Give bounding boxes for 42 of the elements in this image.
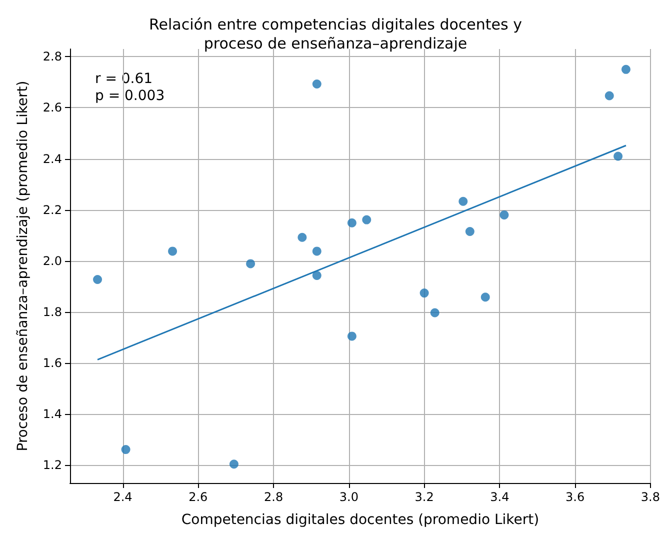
point (604, 91, 614, 100)
annotation: p = 0.003 (95, 88, 165, 104)
x-tick-label: 3.0 (339, 490, 358, 504)
point (93, 275, 102, 284)
x-tick-label: 3.4 (490, 490, 510, 504)
y-tick-label: 1.6 (42, 356, 62, 370)
point (430, 308, 440, 318)
point (347, 332, 356, 341)
x-tick-label: 3.6 (566, 490, 585, 504)
x-axis-title: Competencias digitales docentes (promedio Likert) (181, 512, 540, 528)
x-tick-label: 2.4 (113, 490, 132, 504)
point (312, 79, 322, 88)
y-tick-label: 2.4 (42, 152, 62, 166)
point (168, 246, 178, 256)
point (458, 196, 468, 206)
point (500, 210, 509, 220)
point (621, 64, 630, 74)
y-tick-label: 2.8 (42, 50, 62, 64)
point (480, 292, 490, 302)
chart-title: Relación entre competencias digitales docentes y proceso de enseñanza–aprendizaje (149, 16, 522, 52)
y-axis-title: Proceso de enseñanza–aprendizaje (promedio Likert) (15, 80, 31, 452)
point (229, 460, 238, 469)
point (347, 218, 356, 228)
x-tick-label: 3.2 (414, 490, 434, 504)
y-tick-label: 1.4 (42, 407, 62, 422)
point (312, 270, 322, 280)
x-tick-label: 2.8 (264, 490, 284, 504)
point (298, 232, 307, 242)
x-tick-label: 3.8 (640, 490, 660, 504)
point (121, 445, 130, 454)
point (362, 215, 372, 224)
point (465, 227, 474, 236)
point (614, 152, 623, 161)
y-tick-label: 1.2 (42, 458, 62, 472)
y-tick-label: 2.0 (42, 254, 62, 268)
point (246, 259, 256, 268)
y-tick-label: 2.2 (42, 202, 62, 217)
x-tick-label: 2.6 (188, 490, 208, 504)
y-tick-label: 2.6 (42, 100, 62, 115)
point (312, 246, 322, 256)
y-tick-label: 1.8 (42, 304, 62, 319)
point (420, 288, 429, 298)
